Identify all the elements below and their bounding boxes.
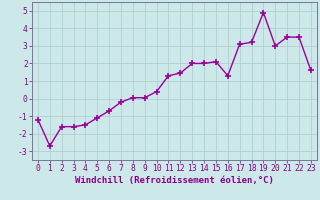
X-axis label: Windchill (Refroidissement éolien,°C): Windchill (Refroidissement éolien,°C) <box>75 176 274 185</box>
